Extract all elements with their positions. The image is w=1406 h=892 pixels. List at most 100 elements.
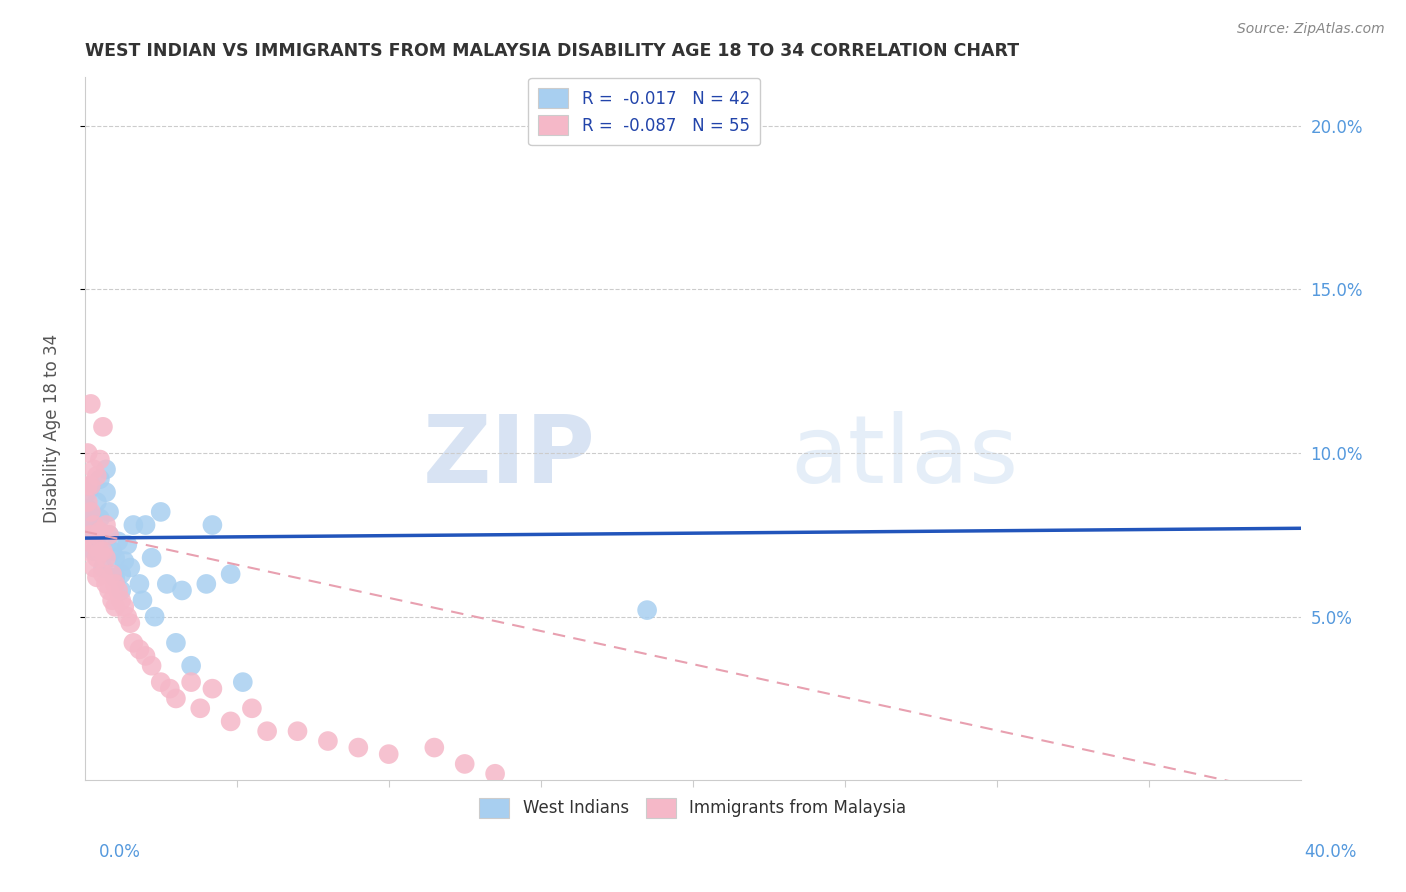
Point bbox=[149, 675, 172, 690]
Point bbox=[76, 446, 98, 460]
Point bbox=[83, 544, 105, 558]
Point bbox=[94, 550, 117, 565]
Point bbox=[131, 593, 153, 607]
Point bbox=[454, 756, 477, 771]
Point bbox=[86, 570, 108, 584]
Point bbox=[135, 518, 157, 533]
Point bbox=[232, 675, 254, 690]
Point bbox=[128, 577, 150, 591]
Point bbox=[165, 636, 187, 650]
Point bbox=[89, 472, 111, 486]
Point bbox=[80, 528, 103, 542]
Point bbox=[76, 479, 98, 493]
Point bbox=[80, 511, 103, 525]
Point bbox=[80, 505, 103, 519]
Point bbox=[91, 567, 114, 582]
Point bbox=[201, 518, 224, 533]
Point bbox=[256, 724, 278, 739]
Point bbox=[98, 505, 121, 519]
Point bbox=[83, 538, 105, 552]
Point bbox=[122, 518, 145, 533]
Point bbox=[83, 518, 105, 533]
Point bbox=[122, 636, 145, 650]
Point bbox=[287, 724, 309, 739]
Y-axis label: Disability Age 18 to 34: Disability Age 18 to 34 bbox=[44, 334, 60, 523]
Point bbox=[91, 419, 114, 434]
Point bbox=[141, 550, 163, 565]
Point bbox=[636, 603, 658, 617]
Point bbox=[91, 544, 114, 558]
Point bbox=[135, 648, 157, 663]
Point bbox=[101, 567, 124, 582]
Point bbox=[165, 691, 187, 706]
Point bbox=[112, 599, 135, 614]
Point bbox=[86, 469, 108, 483]
Point bbox=[104, 599, 127, 614]
Point bbox=[117, 538, 139, 552]
Point bbox=[159, 681, 181, 696]
Point bbox=[316, 734, 339, 748]
Point bbox=[107, 583, 129, 598]
Point bbox=[76, 495, 98, 509]
Point bbox=[80, 479, 103, 493]
Point bbox=[347, 740, 370, 755]
Point bbox=[101, 544, 124, 558]
Point bbox=[104, 570, 127, 584]
Point bbox=[94, 462, 117, 476]
Point bbox=[117, 609, 139, 624]
Point bbox=[76, 501, 98, 516]
Point bbox=[180, 675, 202, 690]
Point bbox=[110, 567, 132, 582]
Point bbox=[484, 766, 506, 780]
Text: ZIP: ZIP bbox=[423, 410, 595, 502]
Point bbox=[101, 593, 124, 607]
Point bbox=[86, 550, 108, 565]
Point bbox=[89, 452, 111, 467]
Point bbox=[666, 128, 689, 143]
Point bbox=[195, 577, 218, 591]
Point bbox=[110, 583, 132, 598]
Point bbox=[141, 658, 163, 673]
Point bbox=[89, 524, 111, 539]
Point bbox=[89, 544, 111, 558]
Text: 0.0%: 0.0% bbox=[98, 843, 141, 861]
Point bbox=[180, 658, 202, 673]
Point bbox=[98, 583, 121, 598]
Point bbox=[89, 511, 111, 525]
Point bbox=[83, 462, 105, 476]
Text: 40.0%: 40.0% bbox=[1305, 843, 1357, 861]
Point bbox=[112, 554, 135, 568]
Point bbox=[73, 544, 96, 558]
Point bbox=[80, 479, 103, 493]
Point bbox=[86, 495, 108, 509]
Point bbox=[377, 747, 399, 761]
Point bbox=[80, 528, 103, 542]
Point bbox=[76, 485, 98, 500]
Point bbox=[86, 538, 108, 552]
Point bbox=[219, 714, 242, 729]
Point bbox=[104, 550, 127, 565]
Legend: West Indians, Immigrants from Malaysia: West Indians, Immigrants from Malaysia bbox=[472, 791, 912, 825]
Point bbox=[219, 567, 242, 582]
Point bbox=[240, 701, 263, 715]
Point bbox=[143, 609, 166, 624]
Point bbox=[156, 577, 179, 591]
Point bbox=[423, 740, 446, 755]
Point bbox=[107, 534, 129, 549]
Point bbox=[94, 485, 117, 500]
Point bbox=[91, 560, 114, 574]
Point bbox=[94, 518, 117, 533]
Point bbox=[83, 518, 105, 533]
Point bbox=[110, 593, 132, 607]
Point bbox=[94, 577, 117, 591]
Point bbox=[128, 642, 150, 657]
Point bbox=[104, 577, 127, 591]
Point bbox=[80, 397, 103, 411]
Point bbox=[188, 701, 211, 715]
Point bbox=[201, 681, 224, 696]
Text: WEST INDIAN VS IMMIGRANTS FROM MALAYSIA DISABILITY AGE 18 TO 34 CORRELATION CHAR: WEST INDIAN VS IMMIGRANTS FROM MALAYSIA … bbox=[84, 42, 1019, 60]
Point bbox=[83, 560, 105, 574]
Point bbox=[149, 505, 172, 519]
Text: Source: ZipAtlas.com: Source: ZipAtlas.com bbox=[1237, 22, 1385, 37]
Point bbox=[98, 528, 121, 542]
